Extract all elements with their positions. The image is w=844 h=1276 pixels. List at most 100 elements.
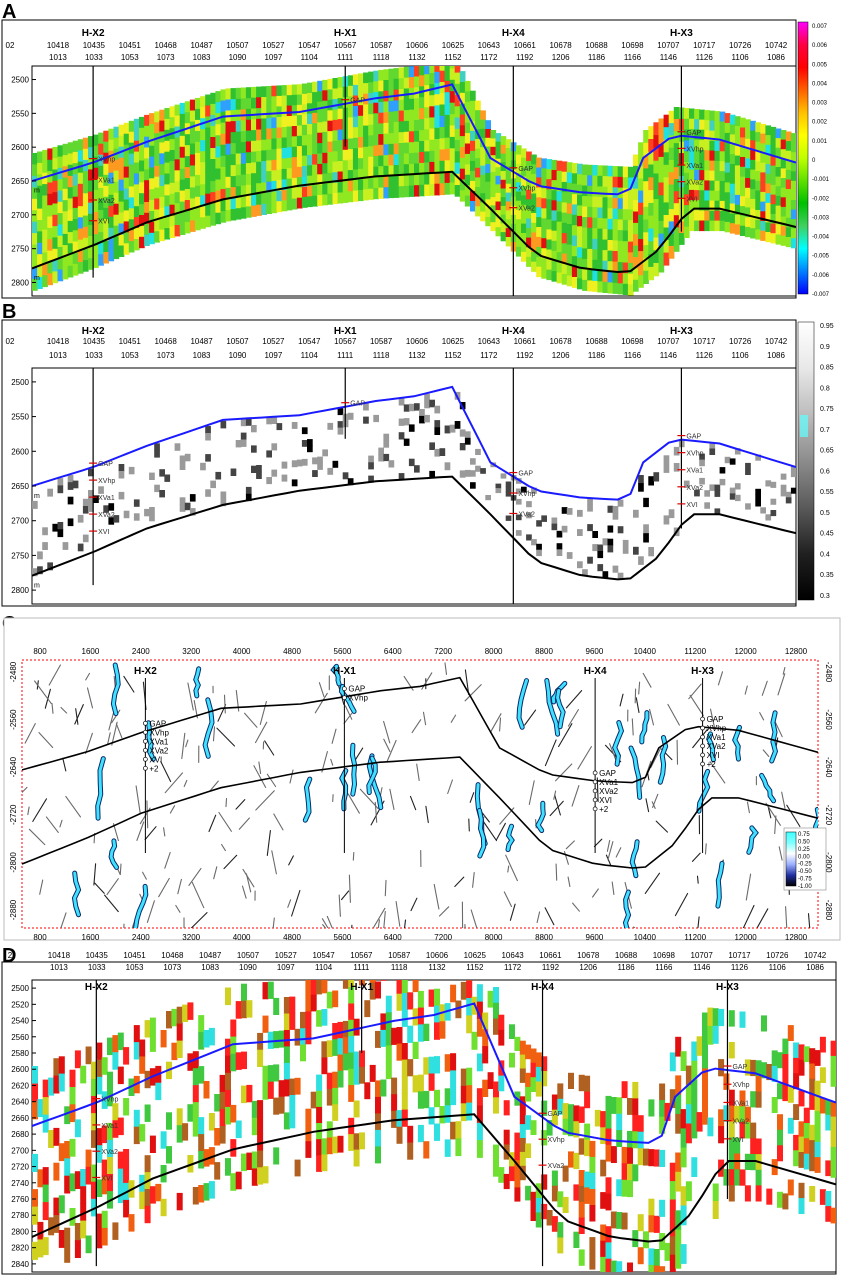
- trace-label-inline: 02: [6, 337, 15, 346]
- fracture-trace: [717, 671, 724, 686]
- texture-cell: [32, 278, 38, 291]
- texture-cell: [653, 122, 660, 136]
- fracture-body: [367, 756, 377, 794]
- texture-cell: [673, 215, 680, 228]
- texture-cell: [375, 981, 381, 999]
- texture-cell: [67, 220, 74, 233]
- texture-cell: [408, 185, 415, 197]
- texture-cell: [200, 206, 206, 218]
- texture-cell: [541, 238, 547, 249]
- texture-cell: [240, 196, 247, 208]
- texture-cell: [80, 1065, 87, 1084]
- texture-cell: [332, 460, 339, 468]
- well-marker-dot: [143, 729, 148, 735]
- texture-cell: [251, 194, 257, 207]
- texture-cell: [500, 188, 507, 198]
- texture-cell: [765, 193, 772, 204]
- texture-cell: [592, 280, 598, 292]
- well-marker-label: +2: [707, 760, 717, 769]
- fracture-trace: [496, 822, 506, 841]
- texture-cell: [675, 1229, 682, 1250]
- texture-cell: [32, 175, 38, 188]
- texture-cell: [291, 136, 298, 148]
- fracture-trace: [85, 672, 91, 681]
- texture-cell: [53, 1215, 60, 1233]
- texture-cell: [123, 243, 130, 255]
- texture-cell: [480, 184, 486, 194]
- texture-cell: [396, 993, 403, 1011]
- fracture-trace: [85, 732, 93, 755]
- fracture-trace: [674, 892, 689, 917]
- texture-cell: [597, 228, 604, 240]
- texture-cell: [332, 151, 339, 163]
- fracture-trace: [744, 685, 748, 695]
- texture-cell: [192, 1187, 199, 1205]
- texture-cell: [734, 185, 741, 196]
- texture-cell: [577, 184, 583, 196]
- data-layer: [32, 980, 836, 1272]
- texture-cell: [724, 182, 731, 193]
- texture-cell: [740, 215, 746, 227]
- panel-d: D 2 10418 10435 10451 10468 10487 10507 10527 10…: [0, 944, 844, 1276]
- texture-cell: [286, 168, 293, 180]
- colorbar-tick-label: 0.002: [812, 120, 828, 126]
- texture-cell: [88, 191, 94, 204]
- texture-cell: [734, 1137, 741, 1154]
- texture-cell: [276, 148, 283, 160]
- fracture-trace: [377, 919, 380, 928]
- texture-cell: [67, 265, 74, 278]
- fracture-trace: [115, 723, 123, 739]
- texture-cell: [659, 1149, 666, 1167]
- well-marker-label: XVhp: [98, 478, 115, 485]
- texture-cell: [240, 98, 247, 110]
- texture-cell: [561, 222, 568, 234]
- texture-cell: [765, 202, 772, 214]
- texture-cell: [556, 211, 563, 223]
- texture-cell: [573, 1121, 580, 1138]
- texture-cell: [317, 163, 323, 175]
- texture-cell: [347, 138, 354, 150]
- texture-cell: [592, 196, 598, 208]
- texture-cell: [251, 425, 257, 433]
- texture-cell: [526, 189, 532, 200]
- texture-cell: [301, 197, 308, 208]
- texture-cell: [283, 1062, 290, 1080]
- texture-cell: [327, 193, 334, 205]
- texture-cell: [388, 154, 395, 166]
- depth-tick-label-left: -2720: [9, 804, 18, 825]
- texture-cell: [195, 108, 201, 121]
- texture-cell: [133, 1042, 140, 1060]
- trace-label-inline: 10468: [155, 337, 178, 346]
- texture-cell: [638, 275, 644, 288]
- texture-cell: [286, 189, 293, 200]
- trace-label-crossline: 1033: [85, 53, 103, 62]
- colorbar-tick-label: 0.85: [820, 365, 834, 372]
- texture-cell: [724, 212, 731, 223]
- texture-cell: [32, 1189, 38, 1208]
- texture-cell: [82, 506, 89, 514]
- texture-cell: [556, 262, 563, 274]
- texture-cell: [493, 1097, 499, 1114]
- texture-cell: [490, 197, 497, 206]
- texture-cell: [215, 135, 222, 147]
- texture-cell: [139, 204, 145, 216]
- texture-cell: [246, 1152, 253, 1170]
- texture-cell: [174, 115, 181, 127]
- texture-cell: [734, 194, 741, 206]
- texture-cell: [133, 162, 140, 174]
- texture-cell: [67, 518, 74, 527]
- texture-cell: [245, 493, 252, 502]
- texture-cell: [205, 182, 211, 195]
- fracture-trace: [111, 709, 121, 724]
- texture-cell: [164, 474, 171, 482]
- texture-cell: [245, 163, 252, 175]
- texture-cell: [617, 272, 624, 284]
- texture-cell: [734, 155, 741, 166]
- texture-cell: [139, 182, 145, 194]
- texture-cell: [466, 1102, 473, 1121]
- texture-cell: [347, 117, 354, 129]
- well-marker-label: XVa2: [518, 206, 535, 213]
- texture-cell: [369, 982, 376, 1000]
- texture-cell: [683, 162, 690, 174]
- texture-cell: [251, 151, 257, 163]
